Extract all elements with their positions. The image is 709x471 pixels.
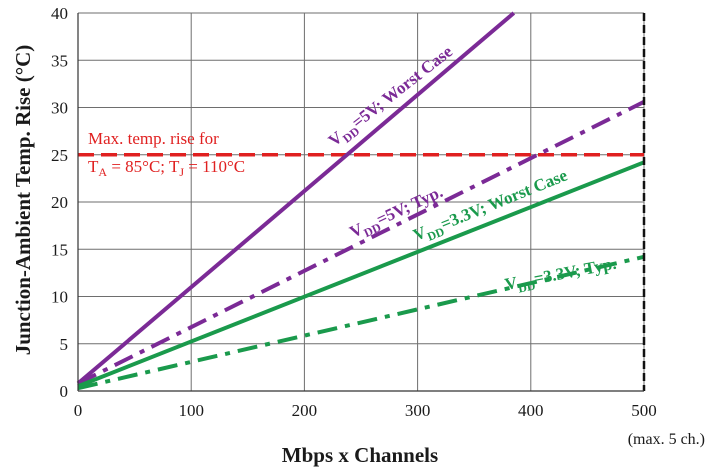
x-tick-label: 200 <box>292 401 318 420</box>
limit-label-line2: TA = 85°C; TJ = 110°C <box>88 157 245 179</box>
y-tick-label: 35 <box>51 51 68 70</box>
x-tick-label: 300 <box>405 401 431 420</box>
series-line <box>76 11 516 385</box>
y-tick-label: 0 <box>60 382 69 401</box>
series-label: VDD=5V; Worst Case <box>325 42 459 154</box>
series-line <box>77 100 645 386</box>
y-tick-label: 10 <box>51 288 68 307</box>
y-tick-label: 40 <box>51 4 68 23</box>
y-tick-label: 20 <box>51 193 68 212</box>
series-lines <box>76 11 646 392</box>
series-label: VDD=3.3V; Typ. <box>503 254 618 298</box>
x-axis-note: (max. 5 ch.) <box>628 431 705 448</box>
x-tick-label: 400 <box>518 401 544 420</box>
series-line <box>77 254 645 391</box>
x-tick-label: 500 <box>631 401 657 420</box>
y-axis-title: Junction-Ambient Temp. Rise (°C) <box>11 45 35 356</box>
x-tick-label: 0 <box>74 401 83 420</box>
y-tick-label: 5 <box>60 335 69 354</box>
limit-label-line1: Max. temp. rise for <box>88 129 219 148</box>
grid <box>77 12 645 392</box>
y-tick-label: 25 <box>51 146 68 165</box>
series-line <box>77 160 645 389</box>
y-tick-label: 15 <box>51 240 68 259</box>
y-tick-label: 30 <box>51 99 68 118</box>
x-axis-title: Mbps x Channels <box>282 443 438 467</box>
x-tick-label: 100 <box>178 401 204 420</box>
